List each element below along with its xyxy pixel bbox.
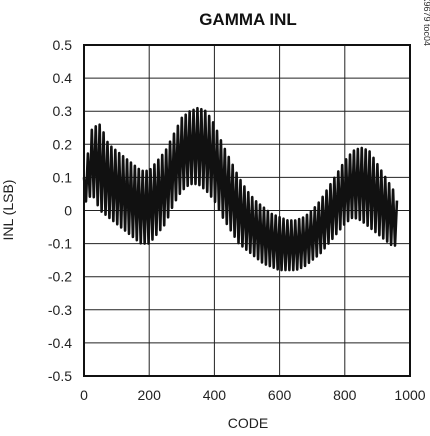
plot-frame (83, 44, 411, 377)
y-tick-label: -0.2 (48, 269, 72, 285)
x-tick-label: 0 (80, 387, 88, 403)
part-tag: MAX9679 toc04 (422, 0, 430, 46)
x-tick-labels: 0 200 400 600 800 1000 (80, 387, 426, 403)
x-tick-label: 600 (268, 387, 292, 403)
data-line-group (82, 106, 399, 272)
y-tick-label: 0.1 (53, 169, 73, 185)
y-tick-label: -0.4 (48, 335, 72, 351)
x-axis-label: CODE (228, 415, 268, 431)
y-tick-label: 0.2 (53, 136, 73, 152)
x-tick-label: 400 (203, 387, 227, 403)
y-tick-label: -0.3 (48, 302, 72, 318)
chart-title: GAMMA INL (199, 10, 297, 29)
y-tick-labels: 0.5 0.4 0.3 0.2 0.1 0 -0.1 -0.2 -0.3 -0.4 -0.5 (48, 37, 72, 384)
y-tick-label: -0.5 (48, 368, 72, 384)
y-tick-label: 0.4 (53, 70, 73, 86)
y-tick-label: -0.1 (48, 236, 72, 252)
y-tick-label: 0 (64, 203, 72, 219)
x-tick-label: 800 (333, 387, 357, 403)
x-tick-label: 1000 (394, 387, 425, 403)
inl-trace (82, 106, 399, 272)
x-tick-label: 200 (138, 387, 162, 403)
y-axis-label: INL (LSB) (0, 180, 16, 241)
grid (84, 45, 410, 376)
y-tick-label: 0.3 (53, 103, 73, 119)
y-tick-label: 0.5 (53, 37, 73, 53)
